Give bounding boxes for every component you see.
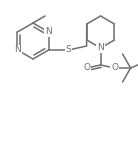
Text: N: N: [14, 46, 21, 54]
Text: S: S: [66, 46, 71, 54]
Text: O: O: [83, 64, 90, 73]
Text: N: N: [45, 27, 52, 36]
Text: N: N: [97, 44, 104, 53]
Text: O: O: [111, 64, 118, 73]
